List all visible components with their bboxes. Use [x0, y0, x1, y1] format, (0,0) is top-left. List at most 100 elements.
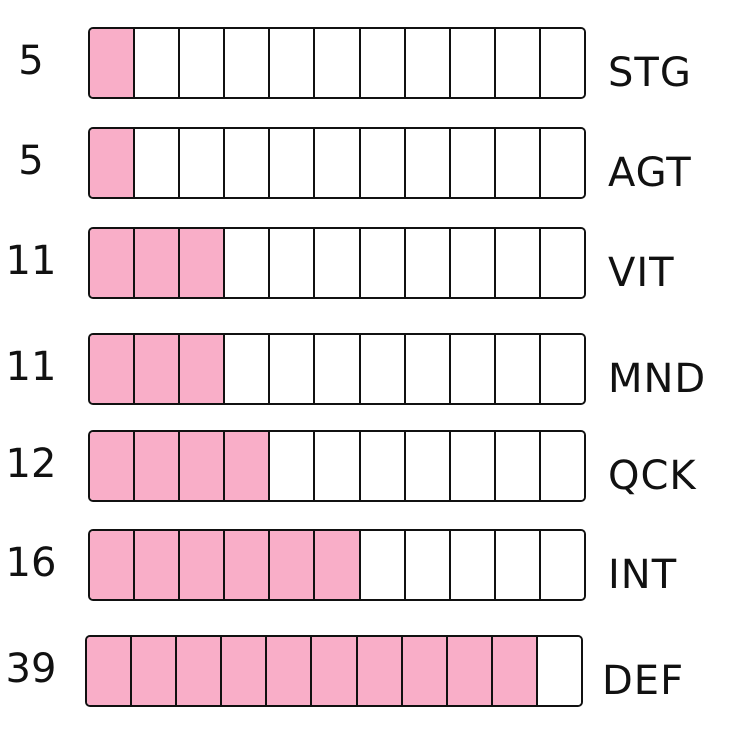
stat-bar: [85, 635, 583, 707]
bar-segment-empty: [313, 432, 359, 500]
bar-segment-filled: [265, 637, 311, 705]
bar-segment-filled: [90, 432, 134, 500]
bar-segment-empty: [448, 29, 494, 97]
bar-segment-empty: [358, 129, 404, 197]
bar-segment-filled: [178, 229, 224, 297]
bar-segment-empty: [538, 29, 584, 97]
bar-segment-empty: [538, 432, 584, 500]
bar-segment-empty: [358, 229, 404, 297]
bar-segment-empty: [133, 29, 179, 97]
bar-segment-empty: [223, 29, 269, 97]
bar-segment-filled: [133, 335, 179, 403]
bar-segment-empty: [268, 129, 314, 197]
bar-segment-empty: [538, 531, 584, 599]
bar-segment-empty: [538, 335, 584, 403]
bar-segment-empty: [133, 129, 179, 197]
bar-segment-filled: [445, 637, 491, 705]
bar-segment-filled: [223, 531, 269, 599]
bar-segment-filled: [133, 229, 179, 297]
stat-row-agt: 5 AGT: [0, 125, 741, 201]
bar-segment-empty: [178, 129, 224, 197]
stat-label: INT: [608, 552, 678, 598]
bar-segment-empty: [493, 29, 539, 97]
stat-value: 11: [5, 238, 57, 284]
bar-segment-empty: [448, 531, 494, 599]
bar-segment-empty: [358, 335, 404, 403]
stat-row-stg: 5 STG: [0, 25, 741, 101]
bar-segment-empty: [268, 335, 314, 403]
stat-label: MND: [608, 356, 707, 402]
bar-segment-empty: [268, 29, 314, 97]
stat-bar: [88, 333, 586, 405]
bar-segment-empty: [403, 29, 449, 97]
stat-label: VIT: [608, 250, 675, 296]
bar-segment-filled: [90, 129, 134, 197]
stat-bar: [88, 127, 586, 199]
bar-segment-empty: [493, 229, 539, 297]
stat-label: AGT: [608, 150, 692, 196]
bar-segment-filled: [400, 637, 446, 705]
bar-segment-empty: [313, 335, 359, 403]
bar-segment-filled: [87, 637, 131, 705]
stat-value: 5: [18, 138, 44, 184]
bar-segment-empty: [538, 129, 584, 197]
bar-segment-empty: [358, 531, 404, 599]
bar-segment-empty: [268, 229, 314, 297]
bar-segment-empty: [448, 432, 494, 500]
stat-bar: [88, 27, 586, 99]
stat-bar: [88, 529, 586, 601]
stat-row-vit: 11 VIT: [0, 225, 741, 301]
stat-value: 5: [18, 38, 44, 84]
stat-row-qck: 12 QCK: [0, 428, 741, 504]
bar-segment-empty: [448, 335, 494, 403]
stat-bar: [88, 227, 586, 299]
bar-segment-filled: [175, 637, 221, 705]
bar-segment-filled: [133, 531, 179, 599]
bar-segment-empty: [403, 229, 449, 297]
bar-segment-filled: [355, 637, 401, 705]
bar-segment-empty: [493, 129, 539, 197]
bar-segment-filled: [133, 432, 179, 500]
bar-segment-filled: [313, 531, 359, 599]
bar-segment-filled: [178, 531, 224, 599]
bar-segment-empty: [313, 229, 359, 297]
bar-segment-filled: [490, 637, 536, 705]
stat-value: 11: [5, 344, 57, 390]
bar-segment-empty: [313, 29, 359, 97]
bar-segment-empty: [403, 432, 449, 500]
stat-row-def: 39 DEF: [0, 633, 741, 709]
bar-segment-empty: [538, 229, 584, 297]
bar-segment-empty: [268, 432, 314, 500]
bar-segment-empty: [358, 432, 404, 500]
bar-segment-empty: [493, 531, 539, 599]
bar-segment-empty: [403, 335, 449, 403]
bar-segment-empty: [223, 335, 269, 403]
bar-segment-empty: [313, 129, 359, 197]
bar-segment-filled: [90, 29, 134, 97]
bar-segment-filled: [178, 335, 224, 403]
bar-segment-empty: [223, 129, 269, 197]
bar-segment-filled: [130, 637, 176, 705]
stat-value: 16: [5, 540, 57, 586]
bar-segment-empty: [403, 129, 449, 197]
bar-segment-empty: [358, 29, 404, 97]
bar-segment-filled: [90, 531, 134, 599]
bar-segment-empty: [448, 229, 494, 297]
bar-segment-empty: [493, 432, 539, 500]
bar-segment-empty: [223, 229, 269, 297]
bar-segment-empty: [403, 531, 449, 599]
stat-label: DEF: [602, 658, 685, 704]
bar-segment-empty: [493, 335, 539, 403]
stat-row-int: 16 INT: [0, 527, 741, 603]
stat-row-mnd: 11 MND: [0, 331, 741, 407]
bar-segment-filled: [223, 432, 269, 500]
stat-bar: [88, 430, 586, 502]
bar-segment-empty: [535, 637, 581, 705]
bar-segment-empty: [448, 129, 494, 197]
bar-segment-filled: [178, 432, 224, 500]
stat-label: STG: [608, 50, 692, 96]
bar-segment-filled: [268, 531, 314, 599]
stat-label: QCK: [608, 453, 697, 499]
bar-segment-filled: [310, 637, 356, 705]
bar-segment-empty: [178, 29, 224, 97]
